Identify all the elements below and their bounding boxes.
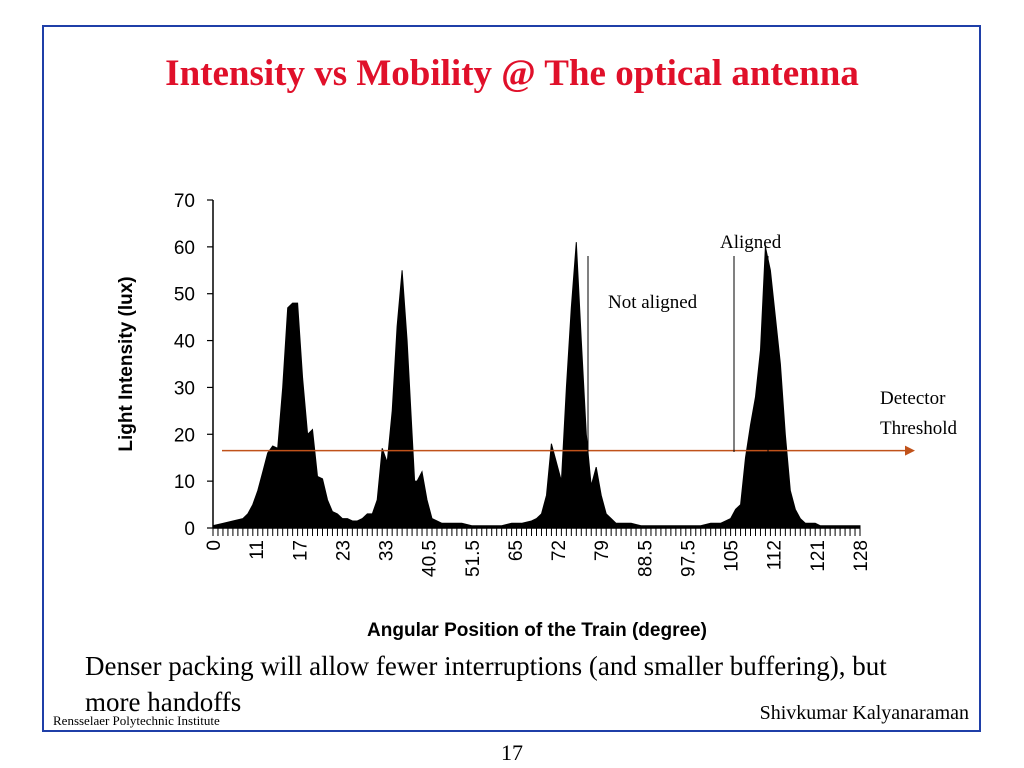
annotation-threshold: Threshold [880,418,958,439]
x-tick-label: 40.5 [420,540,441,577]
x-tick-label: 11 [247,540,268,560]
x-tick-label: 23 [333,540,354,561]
y-tick-label: 30 [174,378,195,399]
x-tick-label: 97.5 [679,540,700,577]
x-tick-label: 112 [765,540,786,570]
y-tick-label: 60 [174,238,195,259]
x-tick-label: 121 [808,540,829,572]
slide-title: Intensity vs Mobility @ The optical ante… [165,53,859,94]
x-tick-label: 65 [506,540,527,561]
y-tick-label: 70 [174,191,195,212]
threshold-group [222,445,915,456]
y-tick-label: 50 [174,285,195,306]
x-tick-label: 33 [377,540,398,561]
x-tick-label: 88.5 [635,540,656,577]
y-tick-label: 40 [174,332,195,353]
y-axis-label: Light Intensity (lux) [116,276,137,451]
annotation-not-aligned: Not aligned [608,292,698,313]
institute-label: Rensselaer Polytechnic Institute [53,713,220,728]
annotation-detector: Detector [880,388,946,409]
y-ticks: 0 10 20 30 40 50 60 70 [174,191,213,540]
plot-area [212,242,861,529]
area-series-0 [212,242,861,529]
slide-caption: Denser packing will allow fewer interrup… [85,651,887,717]
y-tick-label: 20 [174,425,195,446]
x-tick-label: 0 [204,540,225,551]
x-axis-label: Angular Position of the Train (degree) [367,620,707,641]
x-tick-label: 105 [722,540,743,572]
x-tick-label: 79 [592,540,613,561]
x-ticks: 0 11 17 23 33 40.5 51.5 65 72 79 88.5 97.5 105 112 121… [204,528,872,577]
x-tick-label: 17 [290,540,311,561]
slide-frame [42,25,981,732]
x-tick-label: 51.5 [463,540,484,577]
annotation-aligned: Aligned [720,232,782,253]
x-tick-label: 128 [851,540,872,572]
y-tick-label: 10 [174,472,195,493]
page-number: 17 [501,740,523,765]
threshold-arrowhead [905,445,915,456]
y-tick-label: 0 [184,519,195,540]
author-label: Shivkumar Kalyanaraman [759,702,969,724]
x-tick-label: 72 [549,540,570,561]
